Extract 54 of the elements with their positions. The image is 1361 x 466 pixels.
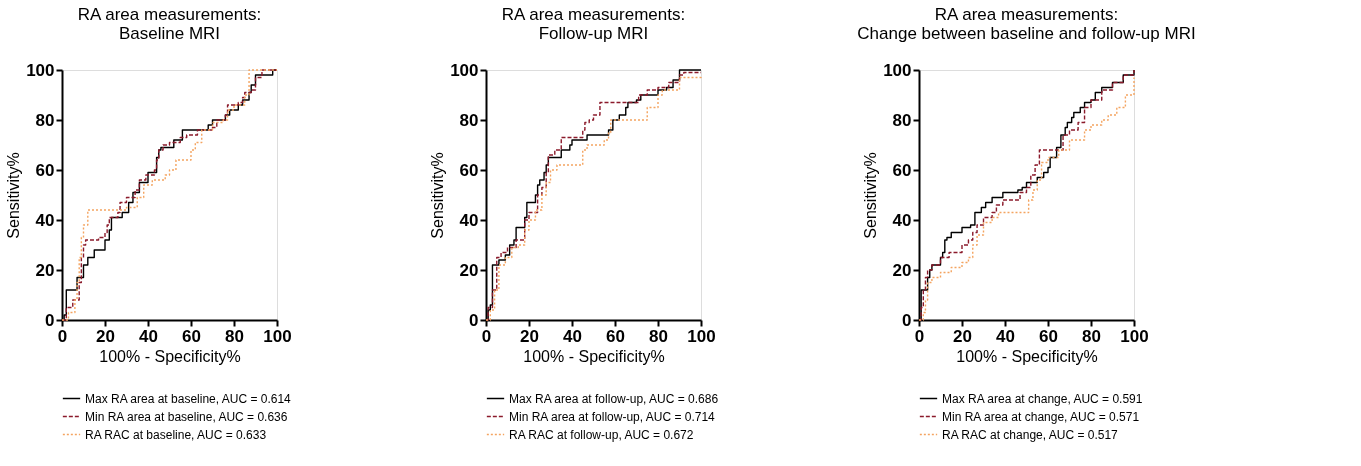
chart-title: RA area measurements: Follow-up MRI	[501, 5, 686, 43]
y-tick-label: 40	[459, 210, 479, 230]
legend-label: Min RA area at follow-up, AUC = 0.714	[509, 409, 716, 424]
legend-label: Max RA area at baseline, AUC = 0.614	[85, 391, 292, 406]
y-tick-label: 80	[459, 110, 479, 130]
y-tick-label: 20	[35, 260, 55, 280]
y-tick-label: 0	[469, 310, 479, 330]
y-tick-label: 20	[459, 260, 479, 280]
y-axis-title: Sensitivity%	[862, 152, 880, 239]
legend-label: Max RA area at change, AUC = 0.591	[942, 391, 1143, 406]
legend-label: Min RA area at baseline, AUC = 0.636	[85, 409, 288, 424]
legend-label: Max RA area at follow-up, AUC = 0.686	[509, 391, 719, 406]
y-tick-label: 60	[35, 160, 55, 180]
x-tick-label: 20	[520, 326, 539, 346]
legend-label: RA RAC at follow-up, AUC = 0.672	[509, 427, 694, 442]
x-tick-label: 80	[225, 326, 244, 346]
x-tick-label: 0	[57, 326, 68, 346]
x-tick-label: 100	[687, 326, 716, 346]
x-tick-label: 60	[1039, 326, 1058, 346]
x-axis-title: 100% - Specificity%	[99, 347, 241, 365]
legend-label: RA RAC at baseline, AUC = 0.633	[85, 427, 267, 442]
legend-label: Min RA area at change, AUC = 0.571	[942, 409, 1140, 424]
y-tick-label: 60	[459, 160, 479, 180]
y-tick-label: 100	[26, 60, 55, 80]
x-tick-label: 60	[182, 326, 201, 346]
x-tick-label: 100	[263, 326, 292, 346]
x-tick-label: 40	[139, 326, 158, 346]
chart-title: RA area measurements: Baseline MRI	[77, 5, 262, 43]
y-axis-title: Sensitivity%	[5, 152, 23, 239]
x-axis-title: 100% - Specificity%	[523, 347, 665, 365]
x-tick-label: 60	[606, 326, 625, 346]
y-tick-label: 80	[35, 110, 55, 130]
x-tick-label: 0	[914, 326, 925, 346]
chart-title: RA area measurements: Change between baseline and follow-up MRI	[857, 5, 1196, 43]
y-tick-label: 100	[883, 60, 912, 80]
x-tick-label: 20	[953, 326, 972, 346]
y-tick-label: 0	[45, 310, 55, 330]
y-tick-label: 0	[902, 310, 912, 330]
y-tick-label: 20	[892, 260, 912, 280]
y-tick-label: 60	[892, 160, 912, 180]
legend-label: RA RAC at change, AUC = 0.517	[942, 427, 1119, 442]
x-tick-label: 0	[481, 326, 492, 346]
x-tick-label: 40	[996, 326, 1015, 346]
y-tick-label: 80	[892, 110, 912, 130]
x-tick-label: 80	[1082, 326, 1101, 346]
x-tick-label: 20	[96, 326, 115, 346]
y-tick-label: 40	[35, 210, 55, 230]
y-axis-title: Sensitivity%	[429, 152, 447, 239]
x-axis-title: 100% - Specificity%	[956, 347, 1098, 365]
x-tick-label: 80	[649, 326, 668, 346]
y-tick-label: 100	[450, 60, 479, 80]
x-tick-label: 100	[1120, 326, 1149, 346]
x-tick-label: 40	[563, 326, 582, 346]
y-tick-label: 40	[892, 210, 912, 230]
